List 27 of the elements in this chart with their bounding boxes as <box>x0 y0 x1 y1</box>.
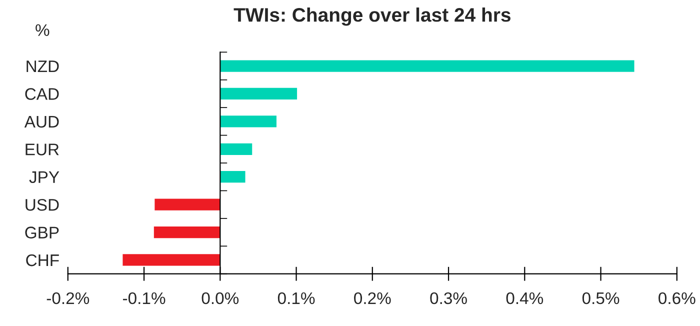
y-tick-label: AUD <box>24 116 59 128</box>
bar <box>220 88 298 100</box>
x-tick-label: 0.2% <box>354 292 391 304</box>
y-tick-label: CAD <box>25 88 59 100</box>
y-tick-label: CHF <box>26 254 59 266</box>
y-axis-title: % <box>36 24 50 36</box>
bar <box>220 60 634 72</box>
bar <box>154 226 220 238</box>
bar <box>220 171 246 183</box>
y-tick-label: EUR <box>26 144 59 156</box>
bar <box>220 116 276 128</box>
chart-title: TWIs: Change over last 24 hrs <box>234 8 510 26</box>
y-tick-label: GBP <box>25 226 59 238</box>
x-tick-label: 0.0% <box>202 292 239 304</box>
x-tick-label: -0.1% <box>122 292 166 304</box>
x-tick-label: 0.3% <box>430 292 467 304</box>
y-tick-label: JPY <box>29 171 60 184</box>
y-tick-label: NZD <box>26 60 59 72</box>
bar <box>122 254 220 266</box>
x-tick-label: -0.2% <box>46 292 90 304</box>
x-tick-label: 0.4% <box>506 292 544 304</box>
x-tick-label: 0.1% <box>278 292 315 304</box>
y-tick-label: USD <box>26 198 59 211</box>
bar <box>220 143 252 155</box>
x-tick-label: 0.5% <box>582 292 620 304</box>
x-tick-label: 0.6% <box>658 292 696 304</box>
bar <box>154 198 220 210</box>
